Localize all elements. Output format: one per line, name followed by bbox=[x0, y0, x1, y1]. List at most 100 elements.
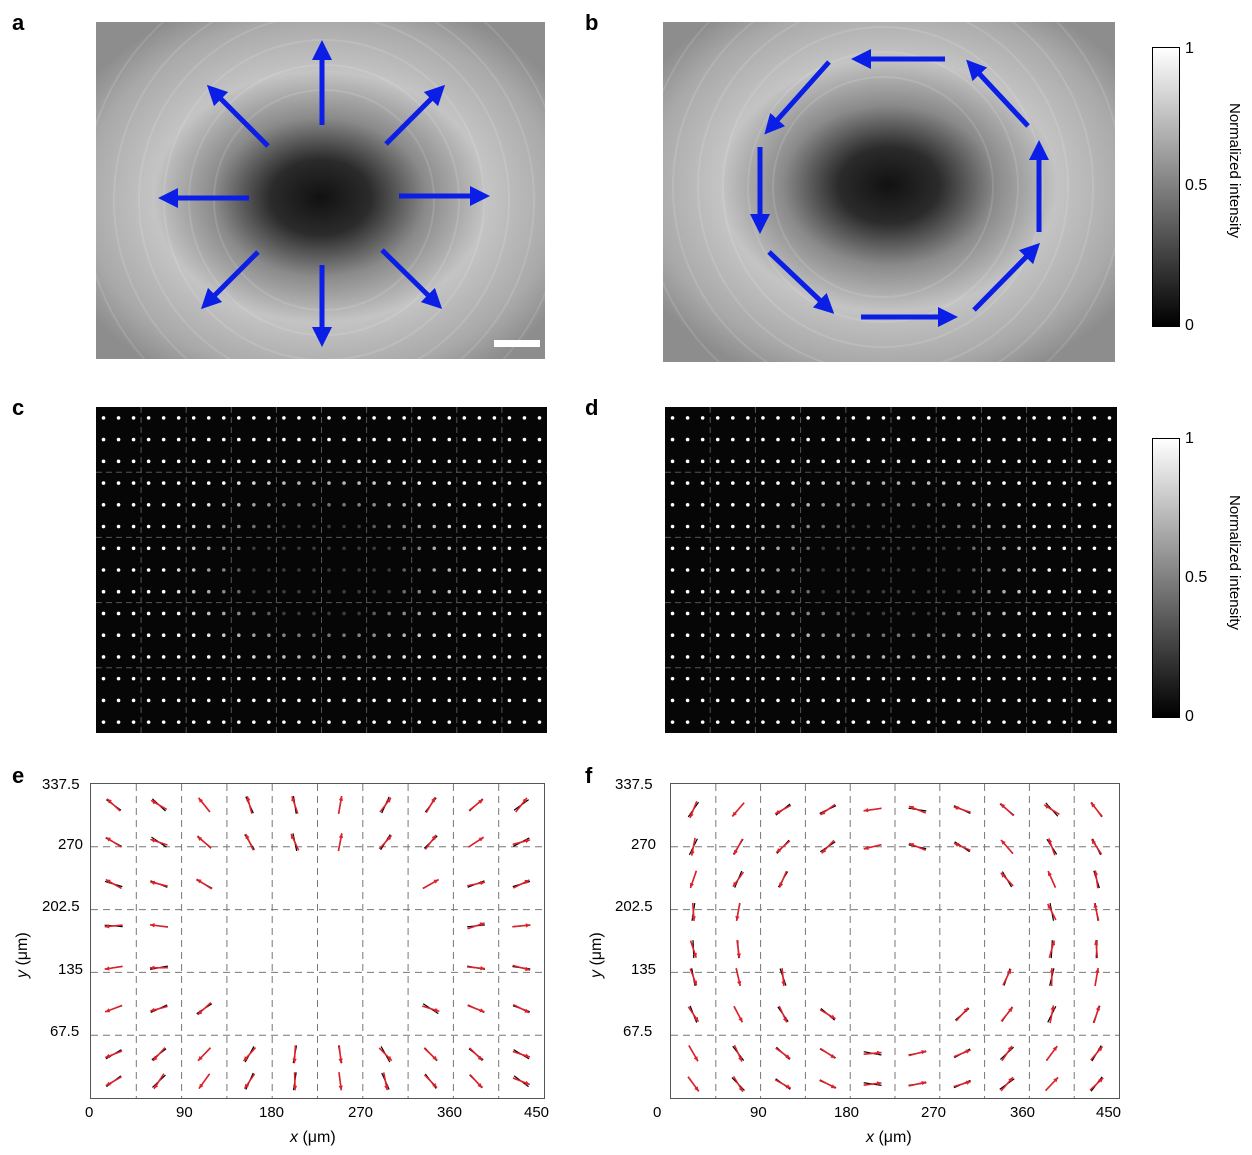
focal-spot bbox=[836, 416, 841, 420]
focal-spot bbox=[1002, 611, 1006, 616]
focal-spot bbox=[851, 611, 856, 616]
focal-spot bbox=[670, 437, 675, 442]
focal-spot bbox=[806, 698, 810, 703]
focal-spot bbox=[131, 611, 136, 616]
focal-spot bbox=[1047, 676, 1051, 681]
focal-spot bbox=[1062, 589, 1067, 594]
focal-spot bbox=[700, 611, 705, 616]
colorbar-bottom-min: 0 bbox=[1185, 708, 1194, 725]
focal-spot bbox=[342, 589, 346, 594]
focal-spot bbox=[670, 524, 675, 529]
focal-spot bbox=[101, 568, 106, 572]
focal-spot bbox=[1032, 568, 1036, 572]
focal-spot bbox=[191, 633, 196, 637]
focal-spot bbox=[312, 524, 316, 529]
focal-spot bbox=[327, 655, 331, 659]
focal-spot bbox=[116, 459, 121, 464]
focal-spot bbox=[881, 633, 886, 637]
focal-spot bbox=[387, 524, 391, 529]
focal-spot bbox=[1032, 459, 1036, 464]
focal-spot bbox=[776, 503, 780, 507]
vector-head bbox=[1053, 1077, 1058, 1083]
focal-spot bbox=[432, 698, 437, 703]
focal-spot bbox=[866, 416, 871, 420]
vector-head bbox=[821, 848, 827, 854]
focal-spot bbox=[836, 633, 841, 637]
focal-spot bbox=[206, 459, 211, 464]
focal-spot bbox=[161, 524, 166, 529]
focal-spot bbox=[851, 437, 856, 442]
focal-spot bbox=[312, 459, 316, 464]
focal-spot bbox=[402, 720, 406, 724]
focal-spot bbox=[191, 720, 196, 724]
focal-spot bbox=[1047, 611, 1051, 616]
vector-head bbox=[1050, 1005, 1055, 1011]
focal-spot bbox=[357, 503, 361, 507]
colorbar-bottom bbox=[1152, 438, 1180, 718]
focal-spot bbox=[537, 676, 542, 681]
focal-spot bbox=[776, 437, 780, 442]
focal-spot bbox=[670, 503, 675, 507]
focal-spot bbox=[191, 503, 196, 507]
focal-spot bbox=[1107, 546, 1112, 551]
focal-spot bbox=[417, 589, 422, 594]
focal-spot bbox=[357, 676, 361, 681]
focal-spot bbox=[387, 546, 391, 551]
vector-head bbox=[244, 1083, 249, 1089]
focal-spot bbox=[821, 481, 825, 485]
vector-head bbox=[909, 805, 915, 810]
focal-spot bbox=[387, 568, 391, 572]
focal-spot bbox=[221, 655, 226, 659]
focal-spot bbox=[252, 589, 256, 594]
focal-spot bbox=[237, 633, 241, 637]
vector-head bbox=[292, 1058, 297, 1064]
focal-spot bbox=[161, 611, 166, 616]
focal-spot bbox=[417, 416, 422, 420]
focal-spot bbox=[791, 437, 795, 442]
focal-spot bbox=[252, 655, 256, 659]
focal-spot bbox=[1017, 611, 1021, 616]
focal-spot bbox=[131, 633, 136, 637]
focal-spot bbox=[776, 720, 780, 724]
focal-spot bbox=[357, 589, 361, 594]
focal-spot bbox=[402, 546, 406, 551]
focal-spot bbox=[1047, 698, 1051, 703]
focal-spot bbox=[715, 481, 720, 485]
focal-spot bbox=[417, 698, 422, 703]
focal-spot bbox=[700, 459, 705, 464]
focal-spot bbox=[670, 720, 675, 724]
focal-spot bbox=[1077, 459, 1082, 464]
focal-spot bbox=[477, 698, 482, 703]
focal-spot bbox=[146, 676, 151, 681]
focal-spot bbox=[191, 546, 196, 551]
focal-spot bbox=[252, 503, 256, 507]
e-ytick-135: 135 bbox=[58, 961, 84, 978]
vector-head bbox=[863, 845, 869, 850]
focal-spot bbox=[957, 568, 961, 572]
focal-spot bbox=[851, 524, 856, 529]
e-ytick-337: 337.5 bbox=[42, 776, 80, 793]
focal-spot bbox=[700, 546, 705, 551]
focal-spot bbox=[327, 416, 331, 420]
focal-spot bbox=[957, 437, 961, 442]
focal-spot bbox=[387, 720, 391, 724]
focal-spot bbox=[1002, 720, 1006, 724]
vector-head bbox=[1094, 940, 1099, 945]
focal-spot bbox=[101, 437, 106, 442]
focal-spot bbox=[1092, 568, 1097, 572]
focal-spot bbox=[417, 720, 422, 724]
focal-spot bbox=[176, 546, 181, 551]
focal-spot bbox=[402, 481, 406, 485]
focal-spot bbox=[731, 546, 735, 551]
focal-spot bbox=[372, 503, 376, 507]
focal-spot bbox=[161, 416, 166, 420]
focal-spot bbox=[821, 459, 825, 464]
focal-spot bbox=[507, 524, 512, 529]
focal-spot bbox=[776, 589, 780, 594]
focal-spot bbox=[387, 481, 391, 485]
focal-spot bbox=[685, 611, 690, 616]
focal-spot bbox=[1047, 655, 1051, 659]
focal-spot bbox=[387, 416, 391, 420]
vector-head bbox=[876, 1050, 882, 1056]
vector-head bbox=[732, 881, 738, 887]
